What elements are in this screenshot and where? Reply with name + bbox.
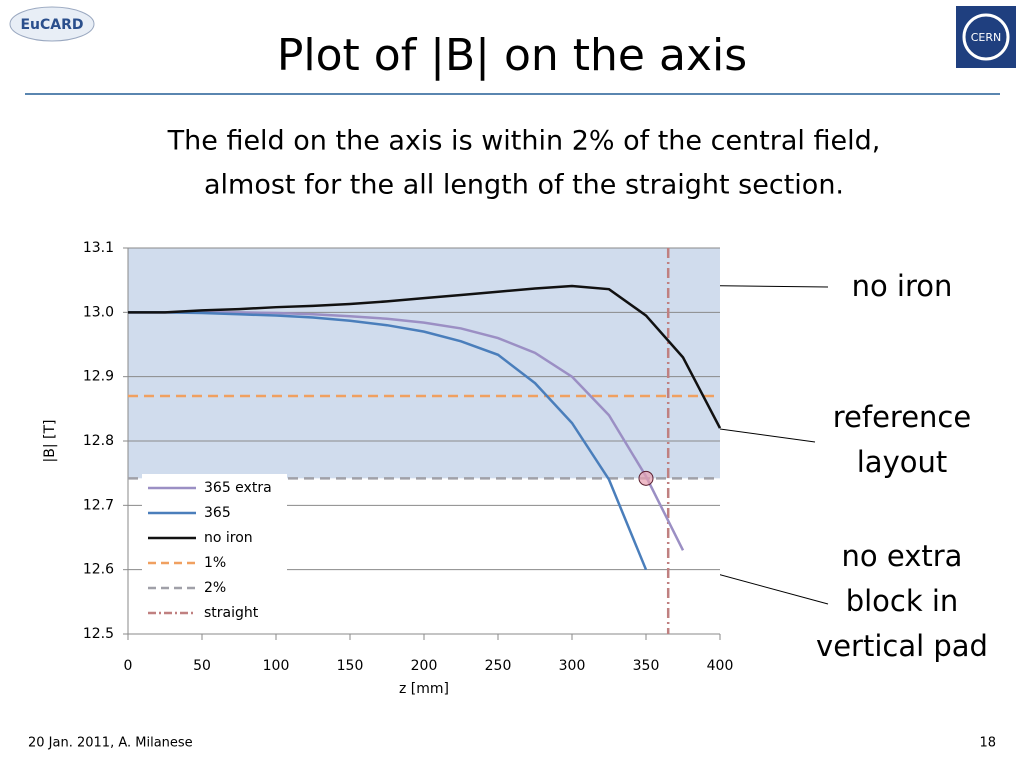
logo-right-ring xyxy=(962,13,1010,61)
x-tick-label: 400 xyxy=(707,658,734,674)
y-tick-label: 12.5 xyxy=(83,626,114,642)
y-tick-label: 12.8 xyxy=(83,433,114,449)
series-line xyxy=(128,284,722,429)
logo-left: EuCARD xyxy=(20,17,83,33)
y-tick-label: 12.7 xyxy=(83,497,114,513)
y-tick-label: 12.6 xyxy=(83,562,114,578)
x-tick-label: 300 xyxy=(559,658,586,674)
x-tick-label: 150 xyxy=(337,658,364,674)
y-tick-label: 12.9 xyxy=(83,369,114,385)
logo-right: CERN xyxy=(971,31,1002,44)
y-tick-label: 13.0 xyxy=(83,304,114,320)
annotation: vertical pad xyxy=(816,629,988,663)
legend-label: no iron xyxy=(204,530,253,546)
x-tick-label: 0 xyxy=(124,658,133,674)
annotation: layout xyxy=(857,445,947,479)
x-tick-label: 200 xyxy=(411,658,438,674)
x-axis-title: z [mm] xyxy=(399,681,449,697)
legend-label: straight xyxy=(204,605,259,621)
legend-label: 1% xyxy=(204,555,226,571)
legend-label: 365 xyxy=(204,505,231,521)
x-tick-label: 50 xyxy=(193,658,211,674)
y-tick-label: 13.1 xyxy=(83,240,114,256)
legend-box xyxy=(142,474,287,628)
x-tick-label: 350 xyxy=(633,658,660,674)
annotation: no iron xyxy=(852,269,953,303)
series-line xyxy=(128,311,685,551)
subtitle-line: almost for the all length of the straigh… xyxy=(204,170,844,201)
annotation: reference xyxy=(833,400,971,434)
page-number: 18 xyxy=(979,736,996,751)
series-line xyxy=(128,311,648,571)
annotation: block in xyxy=(846,584,959,618)
subtitle-line: The field on the axis is within 2% of th… xyxy=(167,126,881,157)
annotation: no extra xyxy=(842,539,963,573)
footer-left: 20 Jan. 2011, A. Milanese xyxy=(28,736,193,751)
legend-label: 2% xyxy=(204,580,226,596)
legend-label: 365 extra xyxy=(204,480,272,496)
highlight-marker xyxy=(638,470,654,486)
slide-title: Plot of |B| on the axis xyxy=(277,30,747,81)
logo-left-shape xyxy=(9,6,95,42)
y-axis-title: |B| [T] xyxy=(42,420,58,463)
x-tick-label: 250 xyxy=(485,658,512,674)
shaded-band xyxy=(128,248,720,479)
x-tick-label: 100 xyxy=(263,658,290,674)
